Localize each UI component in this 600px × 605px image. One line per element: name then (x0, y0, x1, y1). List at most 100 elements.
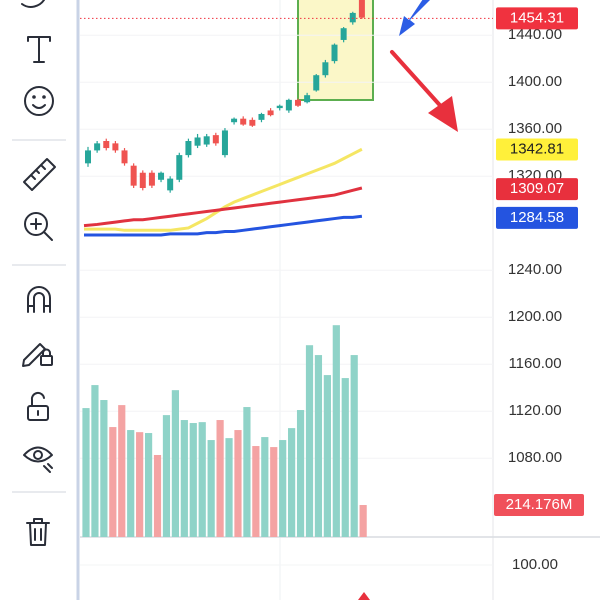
price-badge-label: 1454.31 (510, 9, 564, 26)
y-tick-label: 1080.00 (508, 449, 562, 466)
lock-drawings-tool[interactable] (22, 343, 53, 367)
volume-bar (243, 407, 251, 537)
price-badge (496, 206, 578, 229)
volume-bar (144, 433, 153, 537)
volume-bar (270, 447, 278, 537)
arrow-drawing[interactable] (390, 50, 458, 132)
volume-bar (279, 440, 287, 537)
candle-body (267, 110, 274, 116)
candle-body (294, 99, 301, 106)
moving-average-line (84, 214, 363, 237)
lock-tool[interactable] (27, 391, 49, 421)
volume-bar (136, 432, 144, 537)
volume-bar (261, 437, 269, 537)
volume-bar (234, 430, 242, 537)
candle-body (276, 105, 283, 109)
candle-body (139, 172, 146, 189)
candle-body (148, 172, 155, 186)
volume-bar (288, 428, 296, 537)
volume-bar (109, 427, 117, 537)
volume-badge-label: 214.176M (506, 496, 573, 513)
emoji-tool[interactable] (24, 86, 54, 116)
volume-bar (171, 390, 179, 537)
volume-bar (350, 355, 358, 537)
zoom-tool[interactable] (24, 212, 53, 241)
candle-body (231, 118, 238, 123)
candle-body (349, 12, 356, 23)
toolbar (12, 0, 66, 546)
volume-bar (198, 422, 206, 537)
candle-body (212, 135, 219, 144)
volume-bar (359, 505, 367, 537)
price-badge (496, 178, 578, 201)
y-tick-label: 1160.00 (508, 355, 561, 372)
volume-bar (305, 345, 314, 537)
volume-bar (153, 454, 162, 537)
volume-bar (296, 410, 305, 537)
candle-body (194, 137, 201, 146)
candle-body (103, 141, 110, 149)
price-badge-label: 1309.07 (510, 180, 564, 197)
candle-body (304, 95, 311, 103)
volume-bar (323, 375, 331, 537)
volume-bar (127, 430, 135, 537)
volume-bar (91, 385, 99, 537)
volume-bar (189, 423, 197, 537)
volume-bar (100, 400, 108, 537)
candle-body (322, 62, 329, 76)
candle-body (340, 28, 347, 40)
volume-bar (225, 438, 233, 537)
arrow-drawing[interactable] (399, 0, 430, 36)
volume-bar (216, 420, 224, 537)
text-tool[interactable] (27, 36, 51, 63)
candle-body (331, 44, 338, 62)
y-tick-label: 1200.00 (508, 308, 562, 325)
candle-body (258, 113, 265, 120)
candle-body (85, 150, 91, 164)
brush-tool[interactable] (21, 0, 45, 8)
volume-badge (494, 494, 584, 517)
y-tick-label: 1400.00 (508, 73, 562, 90)
candle-body (249, 119, 256, 126)
delete-tool[interactable] (26, 518, 50, 546)
price-badge (496, 7, 578, 30)
moving-average-line (83, 186, 363, 228)
candle-body (167, 178, 174, 191)
plot-area: 1440.001400.001360.001320.001240.001200.… (80, 0, 584, 573)
volume-bar (82, 408, 90, 537)
candle-body (112, 143, 119, 151)
candle-body (313, 75, 320, 91)
candle-body (240, 118, 247, 125)
candle-body (185, 141, 192, 156)
volume-bar (332, 325, 340, 537)
candle-body (130, 165, 137, 186)
price-badge (496, 138, 578, 161)
candle-body (121, 150, 128, 164)
candle-body (203, 136, 210, 145)
y-tick-label: 100.00 (512, 556, 558, 573)
y-tick-label: 1360.00 (508, 120, 562, 137)
y-tick-label: 1440.00 (508, 26, 562, 43)
candle-body (176, 155, 183, 180)
moving-average-line (84, 147, 363, 232)
volume-bar (314, 355, 323, 537)
volume-bar (252, 446, 260, 537)
volume-bar (207, 440, 215, 537)
visibility-tool[interactable] (23, 446, 53, 473)
candle-body (221, 130, 228, 156)
candle-body (94, 143, 101, 151)
candle-body (358, 0, 365, 18)
y-tick-label: 1240.00 (508, 261, 562, 278)
price-badge-label: 1284.58 (510, 209, 564, 226)
price-badge-label: 1342.81 (510, 140, 564, 157)
candle-body (158, 172, 165, 180)
volume-bar (162, 415, 171, 537)
arrow-drawing[interactable] (358, 592, 370, 600)
candle-body (285, 99, 292, 111)
y-tick-label: 1120.00 (508, 402, 561, 419)
ruler-tool[interactable] (23, 158, 56, 191)
volume-bar (180, 420, 188, 537)
magnet-tool[interactable] (27, 286, 51, 313)
